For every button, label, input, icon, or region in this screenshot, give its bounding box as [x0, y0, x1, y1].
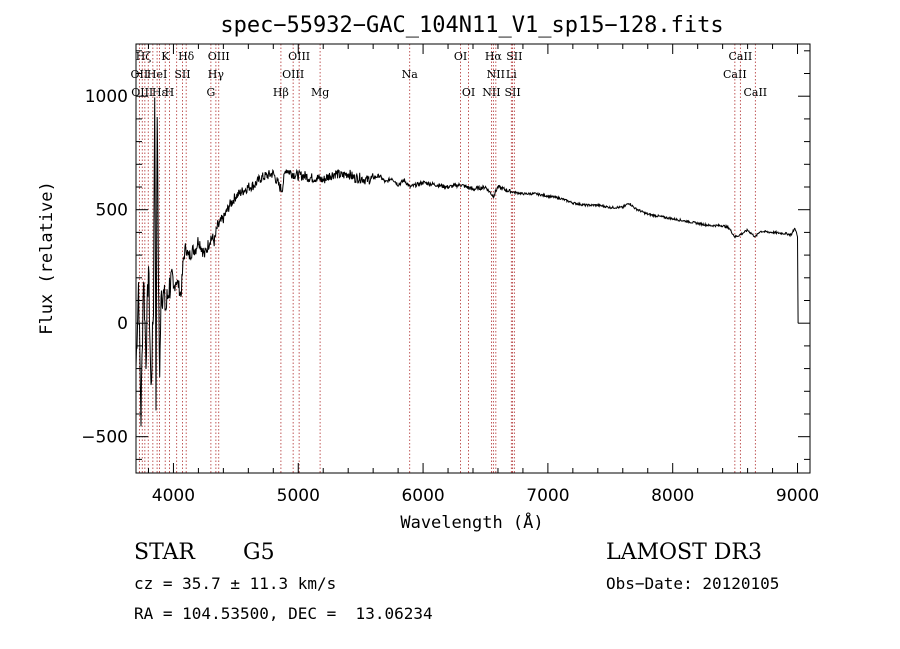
line-label: Li — [506, 68, 517, 81]
x-axis-ticks: 4000 5000 6000 7000 8000 9000 — [147, 44, 819, 506]
line-label: Mg — [311, 86, 329, 99]
line-label: CaII — [729, 50, 753, 63]
emission-line-markers — [138, 44, 756, 473]
line-label: NII — [482, 86, 500, 99]
line-label: SII — [504, 86, 520, 99]
y-axis-ticks: −500 0 500 1000 — [81, 50, 810, 460]
line-label: OII — [131, 68, 149, 81]
y-tick-label: −500 — [81, 428, 128, 448]
line-label: Hγ — [208, 68, 225, 81]
plot-frame — [135, 43, 811, 474]
line-label: Na — [402, 68, 419, 81]
y-tick-label: 1000 — [85, 87, 128, 107]
line-label: Hε — [152, 86, 168, 99]
line-label: K — [161, 50, 170, 63]
spectrum-series-line — [135, 97, 799, 427]
y-tick-label: 500 — [96, 201, 128, 221]
line-label: SII — [174, 68, 190, 81]
x-tick-label: 4000 — [152, 486, 195, 506]
survey-name: LAMOST DR3 — [606, 540, 762, 565]
line-label: G — [206, 86, 215, 99]
x-tick-label: 5000 — [277, 486, 320, 506]
line-label: Hβ — [273, 86, 289, 99]
x-tick-label: 9000 — [776, 486, 819, 506]
x-tick-label: 8000 — [651, 486, 694, 506]
line-label: OIII — [131, 86, 153, 99]
line-label: OIII — [282, 68, 304, 81]
line-label: NII — [487, 68, 505, 81]
chart-title: spec−55932−GAC_104N11_V1_sp15−128.fits — [220, 13, 723, 38]
line-label: Hδ — [178, 50, 195, 63]
y-tick-label: 0 — [117, 314, 128, 334]
spectral-subclass: G5 — [243, 540, 275, 565]
line-label: OIII — [288, 50, 310, 63]
line-label: CaII — [743, 86, 767, 99]
line-label: OI — [454, 50, 467, 63]
line-label: HeI — [147, 68, 167, 81]
line-label: H — [165, 86, 175, 99]
x-tick-label: 7000 — [526, 486, 569, 506]
object-class: STAR — [134, 540, 195, 565]
line-label: OIII — [208, 50, 230, 63]
sky-coordinates: RA = 104.53500, DEC = 13.06234 — [134, 604, 433, 623]
y-axis-label: Flux (relative) — [37, 181, 57, 335]
redshift-readout: cz = 35.7 ± 11.3 km/s — [134, 574, 337, 593]
line-label: Hζ — [136, 50, 152, 63]
observation-date: Obs−Date: 20120105 — [606, 574, 780, 593]
line-label: SII — [506, 50, 522, 63]
line-label: Hα — [485, 50, 503, 63]
x-axis-label: Wavelength (Å) — [400, 511, 543, 533]
x-tick-label: 6000 — [401, 486, 444, 506]
line-label: OI — [462, 86, 475, 99]
line-label: CaII — [723, 68, 747, 81]
